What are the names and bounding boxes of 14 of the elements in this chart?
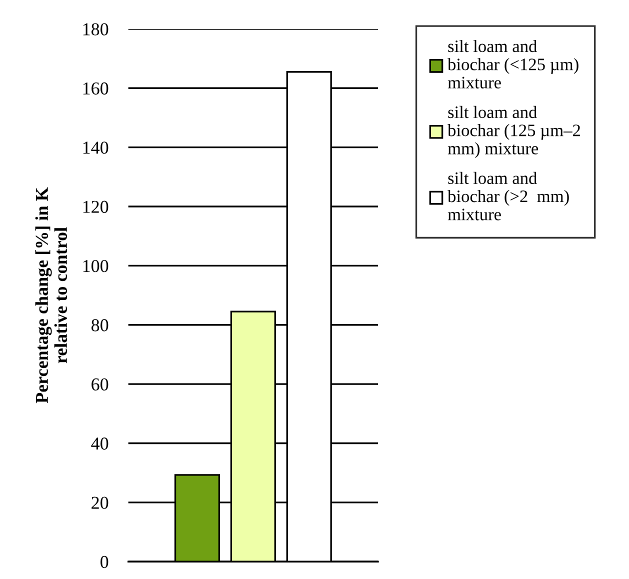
legend-label: silt loam and biochar (125 µm–2 mm) mixture xyxy=(448,106,580,158)
y-tick-label: 160 xyxy=(83,82,108,95)
y-tick-label: 180 xyxy=(83,23,108,36)
legend-label: silt loam and biochar (>2 mm) mixture xyxy=(448,172,569,220)
y-tick-label: 40 xyxy=(91,438,108,450)
y-axis-title: Percentage change [%] in K relative to control xyxy=(35,187,68,404)
y-tick-label: 120 xyxy=(83,200,108,213)
y-tick-label: 80 xyxy=(92,319,108,332)
y-tick-label: 140 xyxy=(83,142,108,154)
legend-label: silt loam and biochar (<125 µm) mixture xyxy=(448,40,578,88)
y-tick-label: 0 xyxy=(100,556,108,568)
y-tick-label: 20 xyxy=(92,496,108,509)
y-tick-label: 60 xyxy=(92,378,108,391)
y-tick-label: 100 xyxy=(83,260,108,272)
